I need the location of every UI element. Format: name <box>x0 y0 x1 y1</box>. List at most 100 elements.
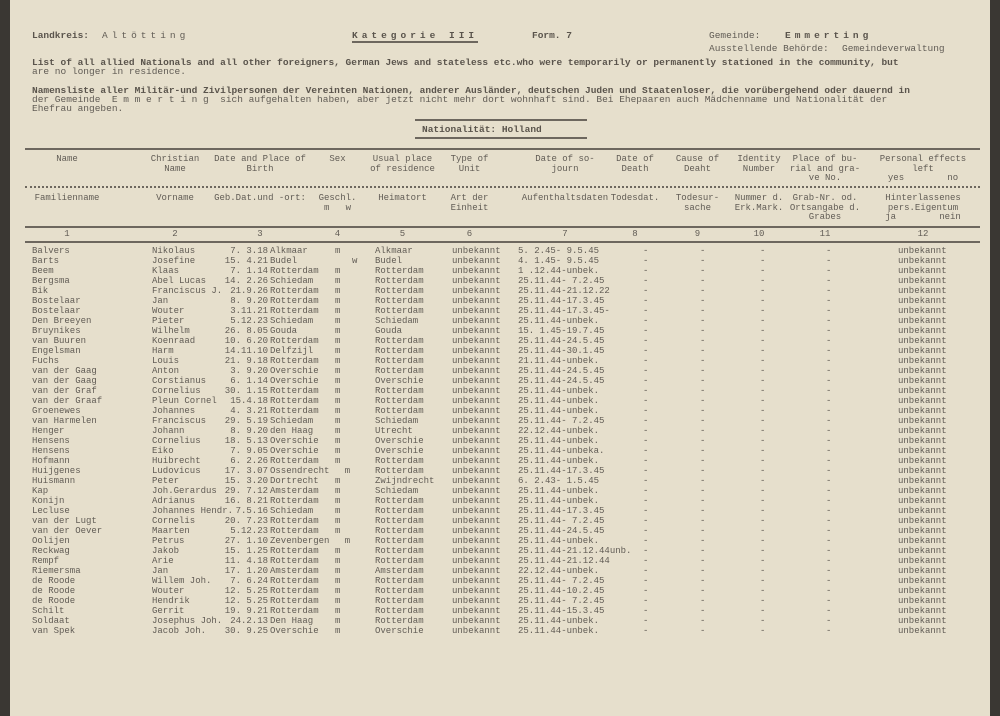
residence-cell: Schiedam <box>375 416 419 426</box>
sex-cell: m <box>335 526 341 536</box>
unit-type-cell: unbekannt <box>452 456 501 466</box>
burial-place-cell: - <box>826 366 832 376</box>
death-cause-cell: - <box>700 286 706 296</box>
table-rule <box>25 226 980 228</box>
death-date-cell: - <box>643 486 649 496</box>
residence-cell: Rotterdam <box>375 526 424 536</box>
personal-effects-cell: unbekannt <box>898 416 947 426</box>
sojourn-cell: 25.11.44-unbek. <box>518 496 600 506</box>
surname-cell: van der Gaag <box>32 376 97 386</box>
first-name-cell: Jakob <box>152 546 180 556</box>
unit-type-cell: unbekannt <box>452 296 501 306</box>
table-row: Bruynikes Wilhelm 26. 8.05 Gouda m Gouda unbek… <box>10 326 990 336</box>
birth-place-cell: Alkmaar <box>270 246 308 256</box>
unit-type-cell: unbekannt <box>452 546 501 556</box>
death-cause-cell: - <box>700 376 706 386</box>
residence-cell: Utrecht <box>375 426 413 436</box>
birth-date-cell: 15.4.18 <box>230 396 268 406</box>
death-cause-cell: - <box>700 356 706 366</box>
birth-place-cell: Rotterdam <box>270 556 319 566</box>
first-name-cell: Cornelius <box>152 386 201 396</box>
unit-type-cell: unbekannt <box>452 316 501 326</box>
table-row: Reckwag Jakob 15. 1.25 Rotterdam m Rotterdam u… <box>10 546 990 556</box>
death-date-cell: - <box>643 346 649 356</box>
identity-number-cell: - <box>760 276 766 286</box>
unit-type-cell: unbekannt <box>452 616 501 626</box>
burial-place-cell: - <box>826 376 832 386</box>
birth-date-cell: 17. 3.07 <box>224 466 268 476</box>
death-cause-cell: - <box>700 336 706 346</box>
identity-number-cell: - <box>760 396 766 406</box>
nationality: Nationalität: Holland <box>422 124 542 135</box>
first-name-cell: Hendrik <box>152 596 190 606</box>
birth-place-cell: Rotterdam <box>270 386 319 396</box>
identity-number-cell: - <box>760 246 766 256</box>
column-header-en-6: Type of Unit <box>450 154 489 174</box>
birth-date-cell: 26. 8.05 <box>224 326 268 336</box>
column-header-de-10: Nummer d. Erk.Mark. <box>734 193 784 213</box>
burial-place-cell: - <box>826 476 832 486</box>
unit-type-cell: unbekannt <box>452 426 501 436</box>
first-name-cell: Petrus <box>152 536 185 546</box>
table-row: Riemersma Jan 17. 1.20 Amsterdam m Amsterdam u… <box>10 566 990 576</box>
personal-effects-cell: unbekannt <box>898 266 947 276</box>
death-cause-cell: - <box>700 516 706 526</box>
sex-cell: m <box>335 516 341 526</box>
rule <box>415 137 587 139</box>
table-top-rule <box>25 148 980 150</box>
surname-cell: Konijn <box>32 496 65 506</box>
burial-place-cell: - <box>826 396 832 406</box>
first-name-cell: Harm <box>152 346 174 356</box>
table-row: Barts Josefine 15. 4.21 Budel w Budel unbekann… <box>10 256 990 266</box>
table-row: van der Oever Maarten 5.12.23 Rotterdam m Rot… <box>10 526 990 536</box>
burial-place-cell: - <box>826 466 832 476</box>
table-row: Hensens Eiko 7. 9.05 Overschie m Overschie unb… <box>10 446 990 456</box>
birth-place-cell: Delfzijl <box>270 346 314 356</box>
death-date-cell: - <box>643 386 649 396</box>
birth-date-cell: 30. 9.25 <box>224 626 268 636</box>
surname-cell: Groenewes <box>32 406 81 416</box>
birth-place-cell: Rotterdam <box>270 266 319 276</box>
sex-cell: m <box>335 266 341 276</box>
sex-cell: m <box>335 446 341 456</box>
sex-cell: m <box>344 466 351 476</box>
column-header-num-3: 3 <box>257 229 263 239</box>
sex-cell: m <box>335 386 341 396</box>
identity-number-cell: - <box>760 356 766 366</box>
table-row: de Roode Hendrik 12. 5.25 Rotterdam m Rotterd… <box>10 596 990 606</box>
personal-effects-cell: unbekannt <box>898 296 947 306</box>
death-date-cell: - <box>643 406 649 416</box>
column-header-num-2: 2 <box>172 229 178 239</box>
burial-place-cell: - <box>826 546 832 556</box>
identity-number-cell: - <box>760 436 766 446</box>
identity-number-cell: - <box>760 576 766 586</box>
surname-cell: de Roode <box>32 596 76 606</box>
rule <box>415 119 587 121</box>
birth-date-cell: 27. 1.10 <box>224 536 268 546</box>
birth-date-cell: 21.9.26 <box>230 286 268 296</box>
table-row: Kap Joh.Gerardus 29. 7.12 Amsterdam m Schieda… <box>10 486 990 496</box>
birth-place-cell: Den Haag <box>270 616 314 626</box>
birth-place-cell: Schiedam <box>270 276 314 286</box>
identity-number-cell: - <box>760 606 766 616</box>
first-name-cell: Arie <box>152 556 174 566</box>
birth-place-cell: Overschie <box>270 376 319 386</box>
surname-cell: van der Graaf <box>32 396 103 406</box>
column-header-en-8: Date of Death <box>616 154 654 174</box>
residence-cell: Rotterdam <box>375 396 424 406</box>
birth-date-cell: 7. 9.05 <box>230 446 268 456</box>
intro-german-2: der Gemeinde E m m e r t i n g sich aufg… <box>32 94 888 105</box>
surname-cell: Bergsma <box>32 276 70 286</box>
burial-place-cell: - <box>826 576 832 586</box>
sojourn-cell: 25.11.44- 7.2.45 <box>518 516 605 526</box>
sojourn-cell: 15. 1.45-19.7.45 <box>518 326 605 336</box>
sex-cell: m <box>335 596 341 606</box>
residence-cell: Rotterdam <box>375 576 424 586</box>
death-date-cell: - <box>643 556 649 566</box>
birth-place-cell: Rotterdam <box>270 336 319 346</box>
residence-cell: Rotterdam <box>375 266 424 276</box>
surname-cell: Hensens <box>32 436 70 446</box>
personal-effects-cell: unbekannt <box>898 476 947 486</box>
birth-date-cell: 12. 5.25 <box>224 586 268 596</box>
death-date-cell: - <box>643 566 649 576</box>
